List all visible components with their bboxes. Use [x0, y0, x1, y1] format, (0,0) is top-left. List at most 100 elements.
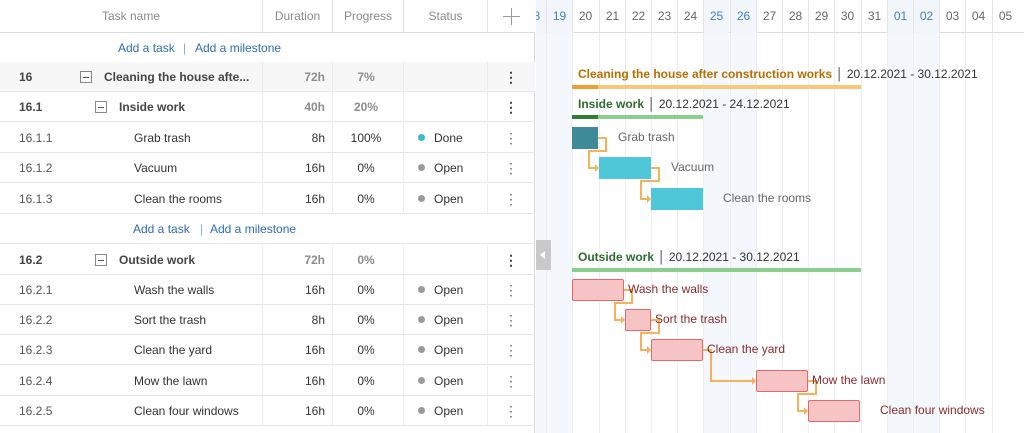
dependency-link[interactable] — [640, 319, 660, 351]
task-duration: 16h — [304, 192, 325, 206]
add-links-separator: | — [183, 41, 187, 55]
task-bar-grab-trash[interactable] — [572, 127, 598, 149]
task-bar-label: Clean the yard — [707, 342, 786, 356]
task-status[interactable]: Open — [418, 275, 488, 305]
task-duration: 72h — [304, 70, 325, 84]
day-column — [599, 33, 625, 433]
table-row[interactable]: 16.2.3 Clean the yard 16h 0% Open ⋮ — [0, 335, 535, 365]
add-task-row: Add a task | Add a milestone — [0, 33, 535, 63]
row-menu-icon[interactable]: ⋮ — [504, 403, 518, 419]
dependency-link[interactable] — [703, 349, 753, 382]
status-dot-icon — [418, 407, 425, 414]
task-status[interactable]: Open — [418, 366, 488, 396]
task-bar-mow-the-lawn[interactable] — [756, 370, 808, 392]
table-row[interactable]: 16.1 Inside work 40h 20% ⋮ — [0, 92, 535, 122]
task-bar-vacuum[interactable] — [599, 157, 651, 179]
status-dot-icon — [418, 316, 425, 323]
task-id: 16.2.2 — [19, 313, 53, 327]
dependency-link[interactable] — [588, 137, 607, 169]
add-milestone-link[interactable]: Add a milestone — [210, 222, 297, 236]
summary-title-inside: Inside work — [578, 97, 645, 111]
task-id: 16 — [19, 70, 33, 84]
task-bar-label: Clean the rooms — [723, 191, 812, 205]
column-divider — [487, 275, 488, 305]
column-header-progress[interactable]: Progress — [332, 0, 403, 33]
timeline-day: 02 — [913, 0, 939, 33]
column-divider — [403, 153, 404, 183]
table-row[interactable]: 16.2.4 Mow the lawn 16h 0% Open ⋮ — [0, 366, 535, 396]
collapse-toggle-icon[interactable] — [95, 254, 107, 266]
task-name[interactable]: Vacuum — [134, 161, 178, 175]
task-status[interactable]: Open — [418, 184, 488, 214]
summary-progress-inside — [572, 115, 598, 119]
task-status[interactable]: Open — [418, 396, 488, 426]
summary-bar-project[interactable] — [572, 85, 861, 89]
link-arrow-icon — [752, 377, 756, 385]
table-row[interactable]: 16 Cleaning the house afte... 72h 7% ⋮ — [0, 62, 535, 92]
task-name[interactable]: Sort the trash — [134, 313, 207, 327]
task-bar-sort-the-trash[interactable] — [625, 309, 651, 331]
task-id: 16.2 — [19, 253, 43, 267]
summary-progress-project — [572, 85, 598, 89]
table-row[interactable]: 16.1.1 Grab trash 8h 100% Done ⋮ — [0, 123, 535, 153]
task-progress: 0% — [357, 283, 375, 297]
table-row[interactable]: 16.1.2 Vacuum 16h 0% Open ⋮ — [0, 153, 535, 183]
summary-bar-outside[interactable] — [572, 268, 861, 272]
row-menu-icon[interactable]: ⋮ — [504, 160, 518, 176]
timeline-day: 01 — [887, 0, 913, 33]
task-name[interactable]: Wash the walls — [134, 283, 215, 297]
column-header-status[interactable]: Status — [403, 0, 487, 33]
task-bar-clean-four-windows[interactable] — [808, 400, 860, 422]
add-task-link[interactable]: Add a task — [133, 222, 190, 236]
collapse-toggle-icon[interactable] — [80, 71, 92, 83]
task-name[interactable]: Clean the rooms — [134, 192, 223, 206]
task-name[interactable]: Cleaning the house afte... — [104, 70, 250, 84]
row-menu-icon[interactable]: ⋮ — [504, 130, 518, 146]
column-header-duration[interactable]: Duration — [262, 0, 332, 33]
task-id: 16.1.2 — [19, 161, 53, 175]
timeline-day: 26 — [730, 0, 756, 33]
summary-bar-inside[interactable] — [572, 115, 703, 119]
row-menu-icon[interactable]: ⋮ — [504, 282, 518, 298]
collapse-grid-handle[interactable] — [536, 240, 551, 270]
task-bar-wash-the-walls[interactable] — [572, 279, 624, 301]
task-name[interactable]: Grab trash — [134, 131, 191, 145]
row-menu-icon[interactable]: ⋮ — [504, 252, 518, 268]
row-menu-icon[interactable]: ⋮ — [504, 342, 518, 358]
add-column-icon[interactable] — [487, 0, 535, 33]
task-name[interactable]: Outside work — [119, 253, 196, 267]
task-bar-clean-the-rooms[interactable] — [651, 188, 703, 210]
add-milestone-link[interactable]: Add a milestone — [195, 41, 282, 55]
task-status[interactable]: Open — [418, 153, 488, 183]
row-menu-icon[interactable]: ⋮ — [504, 373, 518, 389]
row-menu-icon[interactable]: ⋮ — [504, 191, 518, 207]
dependency-link[interactable] — [614, 289, 633, 321]
task-name[interactable]: Mow the lawn — [134, 374, 208, 388]
table-row[interactable]: 16.2.5 Clean four windows 16h 0% Open ⋮ — [0, 396, 535, 426]
row-menu-icon[interactable]: ⋮ — [504, 99, 518, 115]
add-task-link[interactable]: Add a task — [118, 41, 175, 55]
table-row[interactable]: 16.2.1 Wash the walls 16h 0% Open ⋮ — [0, 275, 535, 305]
task-status[interactable]: Open — [418, 335, 488, 365]
task-status[interactable]: Open — [418, 305, 488, 335]
column-divider — [487, 396, 488, 426]
table-row[interactable]: 16.2.2 Sort the trash 8h 0% Open ⋮ — [0, 305, 535, 335]
task-status[interactable]: Done — [418, 123, 488, 153]
row-menu-icon[interactable]: ⋮ — [504, 69, 518, 85]
task-id: 16.2.1 — [19, 283, 53, 297]
table-row[interactable]: 16.1.3 Clean the rooms 16h 0% Open ⋮ — [0, 184, 535, 214]
link-arrow-icon — [647, 346, 651, 354]
task-bar-clean-the-yard[interactable] — [651, 339, 703, 361]
task-name[interactable]: Inside work — [119, 100, 186, 114]
column-header-task-name[interactable]: Task name — [101, 9, 161, 23]
row-menu-icon[interactable]: ⋮ — [504, 312, 518, 328]
task-duration: 8h — [311, 131, 325, 145]
table-row[interactable]: 16.2 Outside work 72h 0% ⋮ — [0, 245, 535, 275]
dependency-link[interactable] — [797, 380, 817, 412]
status-label: Open — [434, 313, 464, 327]
dependency-link[interactable] — [640, 167, 660, 200]
task-name[interactable]: Clean four windows — [134, 404, 239, 418]
task-name[interactable]: Clean the yard — [134, 343, 213, 357]
collapse-toggle-icon[interactable] — [95, 101, 107, 113]
timeline-day: 29 — [808, 0, 834, 33]
